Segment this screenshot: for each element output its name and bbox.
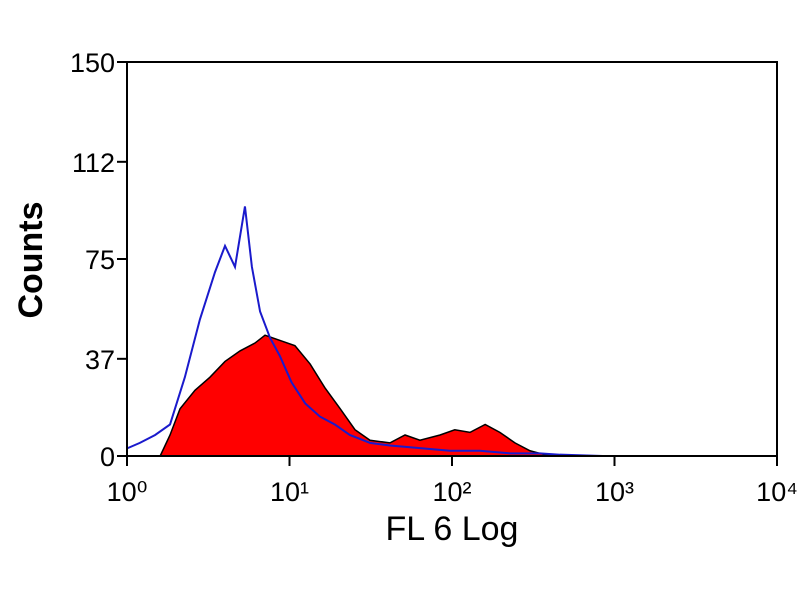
y-tick-label: 112 xyxy=(72,148,115,178)
y-axis-label: Counts xyxy=(12,201,50,318)
y-tick-label: 150 xyxy=(70,48,115,78)
x-tick-label: 10⁴ xyxy=(756,477,798,507)
histogram-line xyxy=(127,206,603,457)
x-tick-label: 10¹ xyxy=(270,477,309,507)
x-tick-label: 10³ xyxy=(595,477,634,507)
x-tick-label: 10⁰ xyxy=(107,477,148,507)
x-tick-label: 10² xyxy=(432,477,471,507)
x-axis-label: FL 6 Log xyxy=(386,510,519,548)
y-tick-label: 0 xyxy=(100,442,115,472)
y-tick-label: 75 xyxy=(85,245,115,275)
y-tick-label: 37 xyxy=(85,345,115,375)
histogram-area xyxy=(158,334,561,457)
